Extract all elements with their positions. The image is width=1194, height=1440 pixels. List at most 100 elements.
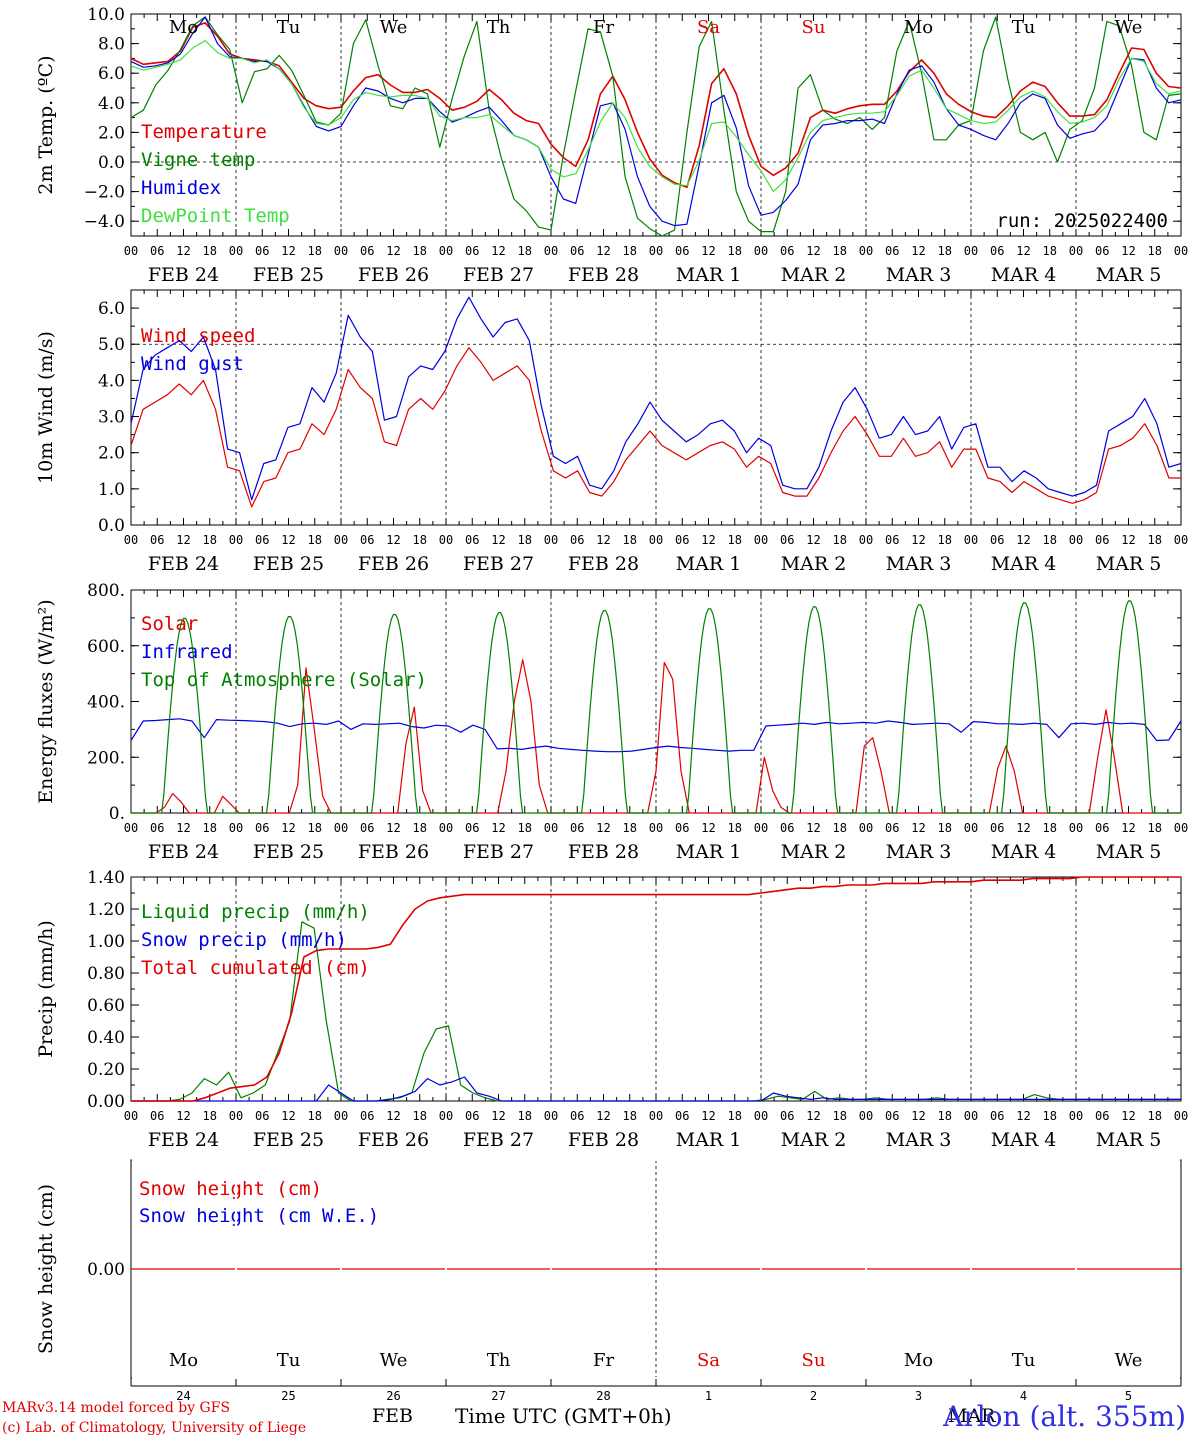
hour-tick-label: 18 <box>1148 244 1162 258</box>
hour-tick-label: 06 <box>675 533 689 547</box>
date-tick-label: FEB 27 <box>463 264 534 286</box>
hour-tick-label: 12 <box>281 1109 295 1123</box>
y-tick-label: −2.0 <box>84 183 125 203</box>
legend-entry: Vigne temp <box>141 149 255 171</box>
legend-entry: Snow precip (mm/h) <box>141 929 347 951</box>
hour-tick-label: 00 <box>544 1109 558 1123</box>
hour-tick-label: 00 <box>439 533 453 547</box>
hour-tick-label: 06 <box>675 821 689 835</box>
legend-entry: Snow height (cm) <box>139 1178 322 1200</box>
hour-tick-label: 18 <box>623 533 637 547</box>
hour-tick-label: 18 <box>728 1109 742 1123</box>
hour-tick-label: 12 <box>386 1109 400 1123</box>
hour-tick-label: 12 <box>1016 1109 1030 1123</box>
hour-tick-label: 12 <box>386 821 400 835</box>
hour-tick-label: 18 <box>833 244 847 258</box>
hour-tick-label: 12 <box>386 533 400 547</box>
y-tick-label: 600. <box>87 637 125 657</box>
hour-tick-label: 00 <box>1174 533 1188 547</box>
y-tick-label: 0.20 <box>87 1060 125 1080</box>
date-tick-label: MAR 1 <box>676 553 742 575</box>
weekday-label: Sa <box>697 17 720 38</box>
date-tick-label: MAR 2 <box>781 1129 847 1151</box>
hour-tick-label: 18 <box>203 533 217 547</box>
hour-tick-label: 00 <box>439 821 453 835</box>
hour-tick-label: 00 <box>124 533 138 547</box>
y-tick-label: 1.00 <box>87 932 125 952</box>
lab-credit: (c) Lab. of Climatology, University of L… <box>2 1420 307 1436</box>
hour-tick-label: 12 <box>176 1109 190 1123</box>
hour-tick-label: 06 <box>570 821 584 835</box>
month-label-mar: MAR <box>948 1405 996 1427</box>
hour-tick-label: 00 <box>1174 244 1188 258</box>
y-axis-label: Precip (mm/h) <box>35 920 57 1058</box>
time-axis-title: Time UTC (GMT+0h) <box>455 1404 672 1428</box>
hour-tick-label: 18 <box>1043 244 1057 258</box>
hour-tick-label: 06 <box>885 821 899 835</box>
weekday-label: Fr <box>593 1350 614 1371</box>
hour-tick-label: 12 <box>1121 1109 1135 1123</box>
hour-tick-label: 00 <box>124 244 138 258</box>
series-line-vigne-temp <box>130 16 1182 237</box>
legend-entry: Infrared <box>141 641 233 663</box>
hour-tick-label: 18 <box>623 244 637 258</box>
hour-tick-label: 12 <box>491 1109 505 1123</box>
hour-tick-label: 12 <box>911 821 925 835</box>
y-tick-label: 0.40 <box>87 1028 125 1048</box>
hour-tick-label: 12 <box>596 821 610 835</box>
hour-tick-label: 18 <box>413 1109 427 1123</box>
hour-tick-label: 00 <box>544 533 558 547</box>
day-number-label: 3 <box>915 1389 922 1403</box>
date-tick-label: MAR 2 <box>781 841 847 863</box>
hour-tick-label: 12 <box>701 533 715 547</box>
hour-tick-label: 00 <box>754 821 768 835</box>
y-tick-label: 2.0 <box>98 123 125 143</box>
hour-tick-label: 00 <box>544 244 558 258</box>
hour-tick-label: 12 <box>176 533 190 547</box>
y-tick-label: −4.0 <box>84 212 125 232</box>
date-tick-label: FEB 25 <box>253 1129 324 1151</box>
hour-tick-label: 06 <box>990 821 1004 835</box>
hour-tick-label: 12 <box>1016 244 1030 258</box>
hour-tick-label: 00 <box>334 821 348 835</box>
panel-2-frame <box>130 589 1182 814</box>
hour-tick-label: 00 <box>1174 821 1188 835</box>
month-label-feb: FEB <box>372 1405 414 1427</box>
series-line-dewpoint-temp <box>130 39 1182 193</box>
date-tick-label: MAR 4 <box>991 553 1057 575</box>
hour-tick-label: 06 <box>1095 1109 1109 1123</box>
hour-tick-label: 06 <box>990 1109 1004 1123</box>
hour-tick-label: 06 <box>255 1109 269 1123</box>
weekday-label: Su <box>802 1350 826 1371</box>
hour-tick-label: 06 <box>780 244 794 258</box>
hour-tick-label: 18 <box>1043 821 1057 835</box>
series-line-wind-speed <box>130 347 1181 508</box>
date-tick-label: FEB 27 <box>463 553 534 575</box>
hour-tick-label: 06 <box>570 1109 584 1123</box>
weekday-label: Mo <box>904 17 933 38</box>
date-tick-label: MAR 2 <box>781 264 847 286</box>
hour-tick-label: 18 <box>833 533 847 547</box>
hour-tick-label: 12 <box>491 244 505 258</box>
hour-tick-label: 06 <box>570 533 584 547</box>
day-number-label: 27 <box>491 1389 505 1403</box>
hour-tick-label: 06 <box>780 533 794 547</box>
y-tick-label: 0.60 <box>87 996 125 1016</box>
date-tick-label: MAR 4 <box>991 264 1057 286</box>
y-tick-label: 0. <box>109 804 125 824</box>
hour-tick-label: 00 <box>1069 533 1083 547</box>
date-tick-label: FEB 26 <box>358 1129 429 1151</box>
weekday-label: Mo <box>169 17 198 38</box>
series-line-total-cumulated-cm- <box>131 876 1181 1102</box>
y-tick-label: 3.0 <box>98 408 125 428</box>
hour-tick-label: 00 <box>859 244 873 258</box>
date-tick-label: MAR 5 <box>1096 841 1162 863</box>
hour-tick-label: 18 <box>1043 1109 1057 1123</box>
hour-tick-label: 06 <box>360 533 374 547</box>
hour-tick-label: 06 <box>150 244 164 258</box>
date-tick-label: FEB 25 <box>253 553 324 575</box>
hour-tick-label: 06 <box>780 821 794 835</box>
hour-tick-label: 06 <box>1095 244 1109 258</box>
hour-tick-label: 18 <box>308 821 322 835</box>
weekday-label: Su <box>802 17 826 38</box>
